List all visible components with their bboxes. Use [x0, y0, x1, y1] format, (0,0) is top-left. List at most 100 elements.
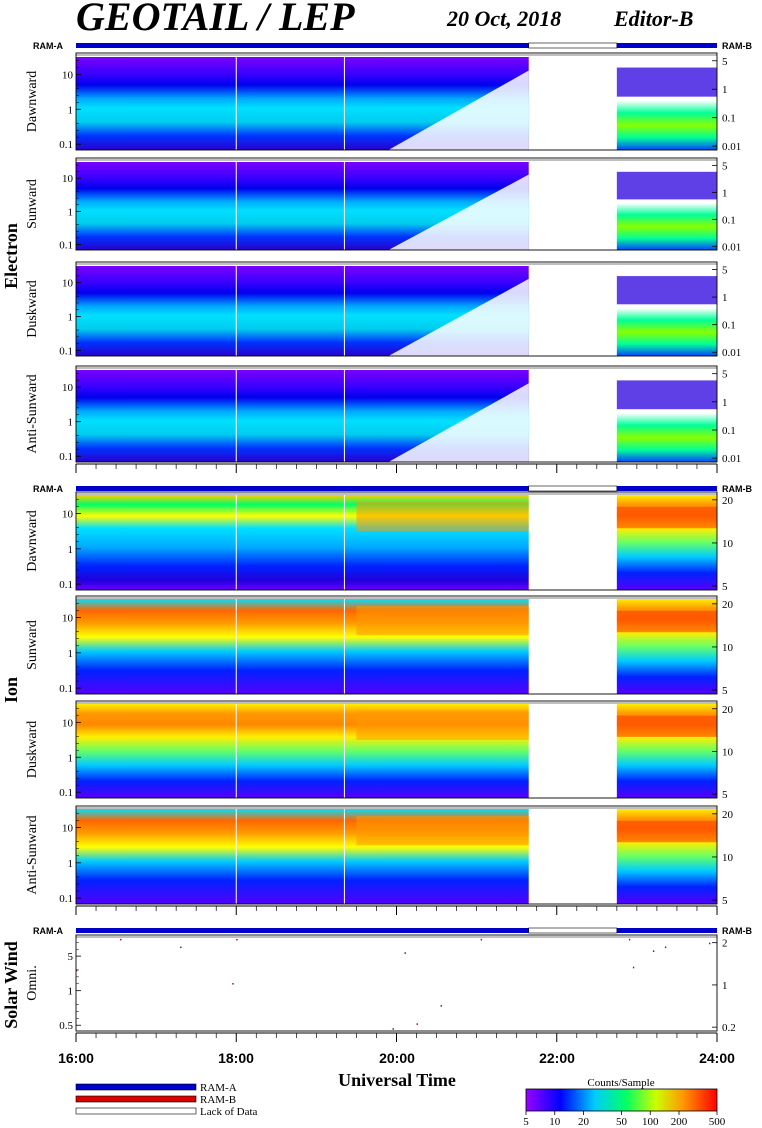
- legend-swatch-ram-a: [75, 1083, 197, 1091]
- y-tick-label-right: 1: [722, 187, 728, 199]
- colorbar-ticks: 5 10 20 50 100 200 500: [523, 1111, 726, 1128]
- spectrogram-panels: RAM-A RAM-B RAM-A RAM-B RAM-A RAM-B 10 1 0.1 5 1 0.…: [25, 41, 752, 1042]
- ram-left-label: RAM-A: [33, 484, 63, 494]
- y-tick-label-left: 1: [68, 752, 74, 764]
- panel-label: Dawnward: [25, 510, 40, 571]
- colorbar-tick-label: 100: [642, 1116, 659, 1128]
- y-tick-label-left: 10: [62, 382, 74, 394]
- y-tick-label-right: 5: [722, 265, 728, 277]
- y-tick-label-left: 10: [62, 823, 74, 835]
- y-tick-label-right: 10: [722, 746, 734, 758]
- y-tick-label-right: 20: [722, 704, 734, 716]
- ion-hot-band: [356, 710, 529, 740]
- panel-label: Duskward: [25, 721, 40, 779]
- y-tick-label-right: 20: [722, 599, 734, 611]
- lack-of-data-bar: [528, 485, 618, 492]
- group-label-ion: Ion: [1, 677, 21, 703]
- colorbar-title: Counts/Sample: [587, 1077, 654, 1089]
- legend-swatch-ram-b: [75, 1095, 197, 1103]
- electron-low-count-region: [388, 174, 529, 250]
- ion-hot-band: [356, 501, 529, 532]
- ram-a-bar: [76, 43, 529, 48]
- y-tick-label-left: 1: [68, 206, 74, 218]
- y-tick-label-right: 20: [722, 809, 734, 821]
- ion-hot-band-late: [616, 506, 717, 529]
- y-tick-label-left: 0.1: [59, 239, 73, 251]
- solar-wind-point: [664, 946, 667, 949]
- legend-label-ram-a: RAM-A: [200, 1082, 237, 1094]
- y-tick-label-right: 0.01: [722, 241, 741, 253]
- panel-frame: [75, 261, 718, 357]
- y-tick-label-right: 0.1: [722, 320, 736, 332]
- ram-left-label: RAM-A: [33, 41, 63, 51]
- ram-a-bar: [616, 486, 717, 491]
- x-axis-label: Universal Time: [338, 1070, 456, 1090]
- solar-wind-point: [232, 983, 234, 985]
- panel-frame: [75, 700, 718, 799]
- electron-spectrogram-upper: [616, 67, 717, 97]
- y-tick-label-left: 0.1: [59, 683, 73, 695]
- panel-frame: [75, 805, 718, 905]
- colorbar-tick-label: 500: [709, 1116, 726, 1128]
- ion-hot-band: [356, 815, 529, 846]
- y-tick-label-left: 10: [62, 509, 74, 521]
- electron-spectrogram-upper: [616, 380, 717, 410]
- y-tick-label-right: 5: [722, 789, 728, 801]
- y-tick-label-right: 5: [722, 895, 728, 907]
- y-tick-label-left: 1: [68, 544, 74, 556]
- solar-wind-point: [180, 946, 182, 949]
- solar-wind-point: [76, 969, 78, 972]
- y-tick-label-right: 1: [722, 980, 728, 992]
- ion-hot-band-late: [616, 610, 717, 633]
- colorbar-tick-label: 5: [523, 1116, 529, 1128]
- y-tick-label-right: 2: [722, 938, 728, 950]
- electron-spectrogram-upper: [616, 276, 717, 305]
- solar-wind-point: [708, 942, 711, 945]
- colorbar-tick-label: 10: [549, 1116, 561, 1128]
- ram-left-label: RAM-A: [33, 926, 63, 936]
- y-tick-label-right: 0.1: [722, 425, 736, 437]
- y-tick-label-left: 0.1: [59, 893, 73, 905]
- ram-right-label: RAM-B: [722, 41, 752, 51]
- y-tick-label-right: 0.01: [722, 453, 741, 465]
- y-tick-label-left: 10: [62, 717, 74, 729]
- y-tick-label-right: 1: [722, 292, 728, 304]
- y-tick-label-left: 1: [68, 858, 74, 870]
- y-tick-label-left: 0.1: [59, 345, 73, 357]
- solar-wind-point: [392, 1028, 394, 1030]
- y-tick-label-right: 5: [722, 369, 728, 381]
- figure-date: 20 Oct, 2018: [446, 6, 561, 31]
- colorbar-tick-label: 20: [578, 1116, 590, 1128]
- ram-a-bar: [616, 928, 717, 933]
- time-tick-label: 22:00: [539, 1050, 575, 1066]
- panel-frame: [75, 157, 718, 251]
- panel-label: Duskward: [25, 280, 40, 338]
- y-tick-label-left: 10: [62, 173, 74, 185]
- y-tick-label-left: 10: [62, 278, 74, 290]
- figure-title: GEOTAIL / LEP: [76, 0, 355, 39]
- legend-label-ram-b: RAM-B: [200, 1094, 236, 1106]
- time-tick-label: 16:00: [58, 1050, 94, 1066]
- colorbar-tick-label: 200: [671, 1116, 688, 1128]
- legend-swatch-lack-of-data: [75, 1107, 197, 1115]
- solar-wind-point: [440, 1005, 442, 1007]
- panel-label: Omni.: [25, 965, 40, 1000]
- electron-low-count-region: [388, 70, 529, 150]
- y-tick-label-left: 1: [68, 417, 74, 429]
- solar-wind-point: [628, 938, 631, 941]
- ion-hot-band-late: [616, 820, 717, 843]
- figure-editor: Editor-B: [613, 6, 693, 31]
- panel-label: Sunward: [25, 620, 40, 670]
- ram-right-label: RAM-B: [722, 484, 752, 494]
- panel-frame: [75, 595, 718, 695]
- solar-wind-point: [652, 950, 655, 952]
- solar-wind-point: [120, 938, 122, 941]
- ion-hot-band: [356, 605, 529, 636]
- y-tick-label-left: 10: [62, 613, 74, 625]
- y-tick-label-right: 10: [722, 642, 734, 654]
- y-tick-label-right: 5: [722, 56, 728, 68]
- time-axis: 16:00 18:00 20:00 22:00 24:00: [58, 1050, 735, 1066]
- y-tick-label-right: 20: [722, 495, 734, 507]
- panel-frame: [75, 365, 718, 463]
